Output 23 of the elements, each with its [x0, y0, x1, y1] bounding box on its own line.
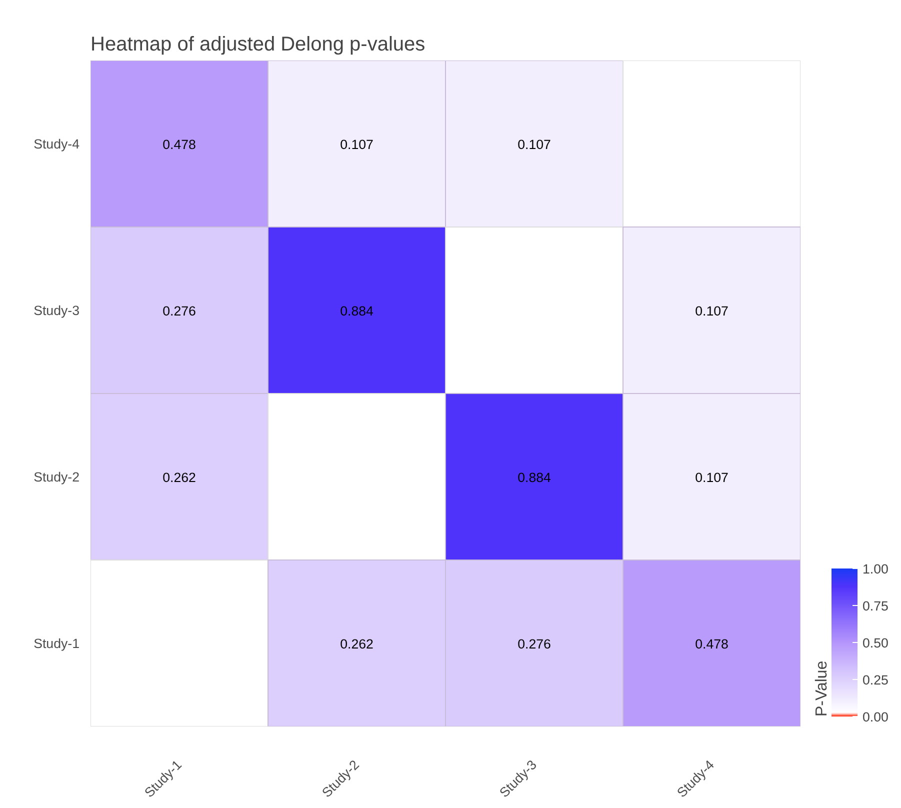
chart-title: Heatmap of adjusted Delong p-values — [90, 34, 426, 56]
y-tick-label: Study-3 — [34, 302, 80, 318]
data-label: 0.262 — [340, 636, 374, 652]
y-tick-label: Study-4 — [34, 136, 80, 152]
data-label: 0.884 — [340, 303, 374, 318]
data-label: 0.478 — [695, 636, 728, 652]
data-label: 0.107 — [695, 303, 728, 318]
color-bar-label: 0.50 — [862, 636, 888, 650]
data-label: 0.107 — [695, 470, 728, 485]
data-label: 0.107 — [340, 136, 374, 152]
color-bar-label: 0.00 — [862, 710, 888, 724]
data-label: 0.276 — [518, 636, 551, 652]
legend-title: P-Value — [814, 660, 830, 716]
data-label: 0.262 — [162, 470, 196, 485]
color-bar-label: 1.00 — [862, 562, 888, 576]
y-tick-label: Study-1 — [34, 636, 80, 651]
color-bar-label: 0.75 — [862, 598, 888, 614]
color-bar-label: 0.25 — [862, 672, 888, 688]
data-label: 0.478 — [162, 136, 196, 152]
y-tick-label: Study-2 — [34, 469, 80, 484]
data-label: 0.107 — [518, 136, 551, 152]
data-label: 0.276 — [162, 303, 196, 318]
data-label: 0.884 — [518, 470, 552, 485]
